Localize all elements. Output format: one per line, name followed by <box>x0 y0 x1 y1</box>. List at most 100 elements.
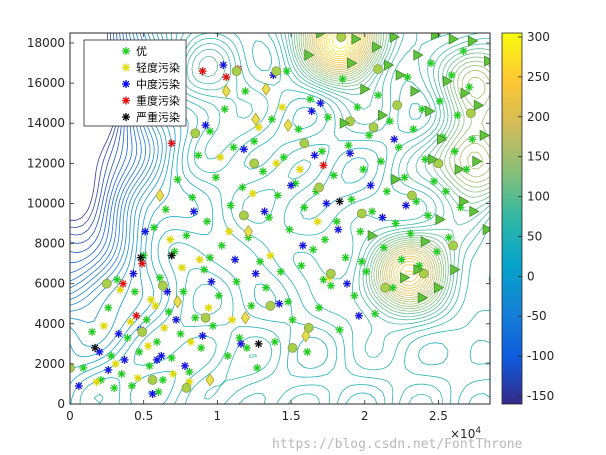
point-s4-1 <box>136 253 145 262</box>
legend-item-2[interactable]: 中度污染 <box>122 77 180 91</box>
contour-level-250 <box>321 33 414 275</box>
colorbar-tick-label: -50 <box>527 309 547 323</box>
point-s0-126 <box>242 343 251 352</box>
point-s2-16 <box>219 61 228 70</box>
point-s0-29 <box>194 151 203 160</box>
colorbar-tick-label: 150 <box>527 150 550 164</box>
point-s0-42 <box>232 277 241 286</box>
point-s5-9 <box>287 342 298 353</box>
point-s2-20 <box>260 207 269 216</box>
x-exponent-label: ×104 <box>450 426 481 441</box>
point-s7-1 <box>251 112 261 126</box>
legend-marker-3 <box>122 96 130 105</box>
point-s1-6 <box>151 301 160 310</box>
legend-item-1[interactable]: 轻度污染 <box>122 61 180 75</box>
point-s7-4 <box>301 329 311 343</box>
point-s0-3 <box>104 303 113 312</box>
colorbar-tick-label: -150 <box>527 389 554 403</box>
point-s0-14 <box>150 223 158 232</box>
point-s1-12 <box>204 303 213 312</box>
point-s0-30 <box>197 343 206 352</box>
point-s0-101 <box>406 229 415 238</box>
point-s2-31 <box>390 135 399 144</box>
point-s1-11 <box>195 255 204 264</box>
legend-item-0[interactable]: 优 <box>122 45 147 58</box>
point-s6-15 <box>473 99 485 111</box>
point-s0-66 <box>303 347 312 356</box>
contour-level-90 <box>191 33 490 321</box>
x-exponent-base: ×10 <box>450 427 475 441</box>
point-s0-111 <box>435 97 444 106</box>
point-s6-23 <box>413 263 424 276</box>
point-s7-8 <box>240 311 250 325</box>
y-tick-label: 14000 <box>27 116 65 130</box>
point-s2-38 <box>152 355 161 364</box>
point-s1-14 <box>228 315 237 324</box>
contour-level-110 <box>293 33 490 314</box>
legend-item-4[interactable]: 严重污染 <box>122 110 180 124</box>
colorbar <box>501 32 523 405</box>
point-s0-72 <box>320 235 329 244</box>
point-s1-18 <box>295 165 304 174</box>
x-tick-label: 1.5 <box>282 409 301 423</box>
point-s2-19 <box>251 269 260 278</box>
point-s0-86 <box>362 267 371 276</box>
series-4 <box>91 197 344 352</box>
point-s0-97 <box>394 143 403 152</box>
point-s0-84 <box>356 227 365 236</box>
point-s2-25 <box>322 199 331 208</box>
point-s6-19 <box>482 223 490 236</box>
point-s5-19 <box>418 268 429 279</box>
point-s6-4 <box>413 49 424 61</box>
contour-level-280 <box>328 33 353 53</box>
point-s6-30 <box>469 205 480 218</box>
point-s0-41 <box>229 143 238 152</box>
point-s0-8 <box>127 381 136 390</box>
point-s0-124 <box>154 387 163 396</box>
point-s7-9 <box>261 82 271 96</box>
point-s0-33 <box>206 127 214 136</box>
point-s0-67 <box>306 95 315 104</box>
point-s0-82 <box>350 291 359 300</box>
point-s5-17 <box>392 100 403 111</box>
x-tick-label: 0 <box>66 409 74 423</box>
point-s1-17 <box>278 103 287 112</box>
point-s0-100 <box>403 73 412 82</box>
point-s0-39 <box>223 351 232 360</box>
point-s0-58 <box>279 153 288 162</box>
point-s5-27 <box>157 280 168 291</box>
point-s4-3 <box>254 339 263 348</box>
point-s0-83 <box>353 103 362 112</box>
point-s5-15 <box>368 122 379 133</box>
point-s1-25 <box>225 227 234 236</box>
legend-box <box>83 39 187 127</box>
point-s0-109 <box>430 177 438 186</box>
point-s6-8 <box>360 83 371 95</box>
point-s0-88 <box>368 207 377 216</box>
legend-item-3[interactable]: 重度污染 <box>122 94 180 108</box>
point-s2-14 <box>198 331 207 340</box>
watermark: https://blog.csdn.net/FontThrone <box>272 437 523 452</box>
point-s0-87 <box>365 131 374 140</box>
point-s6-24 <box>400 271 411 284</box>
point-s2-15 <box>207 277 216 286</box>
point-s0-7 <box>123 333 132 342</box>
point-s5-25 <box>373 64 383 74</box>
point-s0-34 <box>208 321 217 330</box>
point-s0-122 <box>468 135 477 144</box>
point-s0-52 <box>262 283 270 292</box>
point-s6-36 <box>367 229 378 242</box>
point-s0-89 <box>371 309 380 318</box>
colorbar-tick-label: 50 <box>527 229 542 243</box>
point-s0-76 <box>332 217 341 226</box>
y-tick-label: 4000 <box>34 317 65 331</box>
point-s0-26 <box>185 367 194 376</box>
point-s0-118 <box>456 203 465 212</box>
point-s0-12 <box>142 315 151 324</box>
point-s0-16 <box>155 273 164 282</box>
point-s0-38 <box>220 105 229 114</box>
point-s2-26 <box>334 225 343 234</box>
point-s0-31 <box>200 265 209 274</box>
